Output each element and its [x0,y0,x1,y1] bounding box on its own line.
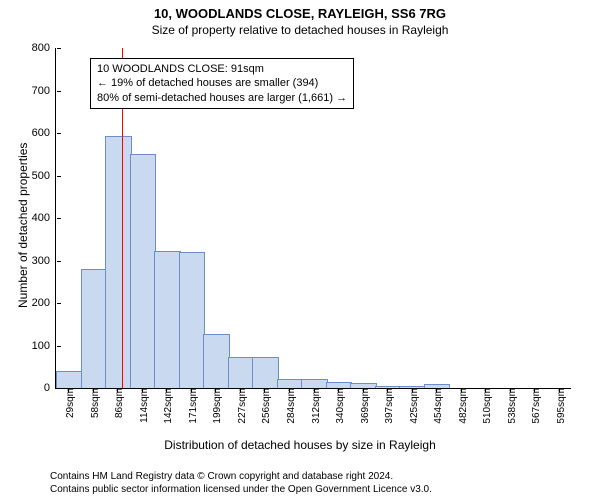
x-tick-label: 425sqm [404,388,420,424]
x-tick-label: 538sqm [502,388,518,424]
bar [130,154,157,388]
callout-box: 10 WOODLANDS CLOSE: 91sqm ← 19% of detac… [90,58,354,109]
x-tick-label: 312sqm [306,388,322,424]
y-tick-label: 400 [32,212,56,224]
x-tick-label: 397sqm [379,388,395,424]
footer-line: Contains public sector information licen… [50,483,432,496]
x-tick-label: 29sqm [60,388,76,418]
bar [252,357,279,388]
x-tick-label: 510sqm [477,388,493,424]
chart-subtitle: Size of property relative to detached ho… [0,21,600,37]
bar [203,334,230,388]
bar [301,379,328,388]
bar [277,379,304,389]
y-tick-label: 200 [32,297,56,309]
bar [105,136,132,388]
x-tick-label: 58sqm [85,388,101,418]
x-tick-label: 595sqm [551,388,567,424]
x-tick-label: 227sqm [232,388,248,424]
x-tick-label: 142sqm [158,388,174,424]
chart-title: 10, WOODLANDS CLOSE, RAYLEIGH, SS6 7RG [0,0,600,21]
x-tick-label: 199sqm [207,388,223,424]
x-tick-label: 284sqm [281,388,297,424]
bar [56,371,83,388]
y-tick-label: 600 [32,127,56,139]
callout-line: 80% of semi-detached houses are larger (… [97,91,347,105]
x-tick-label: 567sqm [526,388,542,424]
footer-line: Contains HM Land Registry data © Crown c… [50,470,432,483]
y-tick-label: 300 [32,255,56,267]
x-axis-label: Distribution of detached houses by size … [0,438,600,452]
callout-line: 10 WOODLANDS CLOSE: 91sqm [97,62,347,76]
x-tick-label: 482sqm [453,388,469,424]
x-tick-label: 114sqm [134,388,150,423]
y-tick-label: 800 [32,42,56,54]
bar [81,269,108,388]
x-tick-label: 340sqm [330,388,346,424]
y-tick-label: 100 [32,340,56,352]
y-tick-label: 700 [32,85,56,97]
x-tick-label: 86sqm [109,388,125,418]
x-tick-label: 171sqm [183,388,199,424]
attribution-footer: Contains HM Land Registry data © Crown c… [50,470,432,496]
chart-container: 10, WOODLANDS CLOSE, RAYLEIGH, SS6 7RG S… [0,0,600,500]
y-tick-label: 500 [32,170,56,182]
y-axis-label: Number of detached properties [16,143,30,308]
x-tick-label: 256sqm [256,388,272,424]
x-tick-label: 454sqm [428,388,444,424]
bar [154,251,181,388]
x-tick-label: 369sqm [355,388,371,424]
bar [228,357,255,388]
y-tick-label: 0 [44,382,56,394]
bar [179,252,206,388]
callout-line: ← 19% of detached houses are smaller (39… [97,76,347,90]
